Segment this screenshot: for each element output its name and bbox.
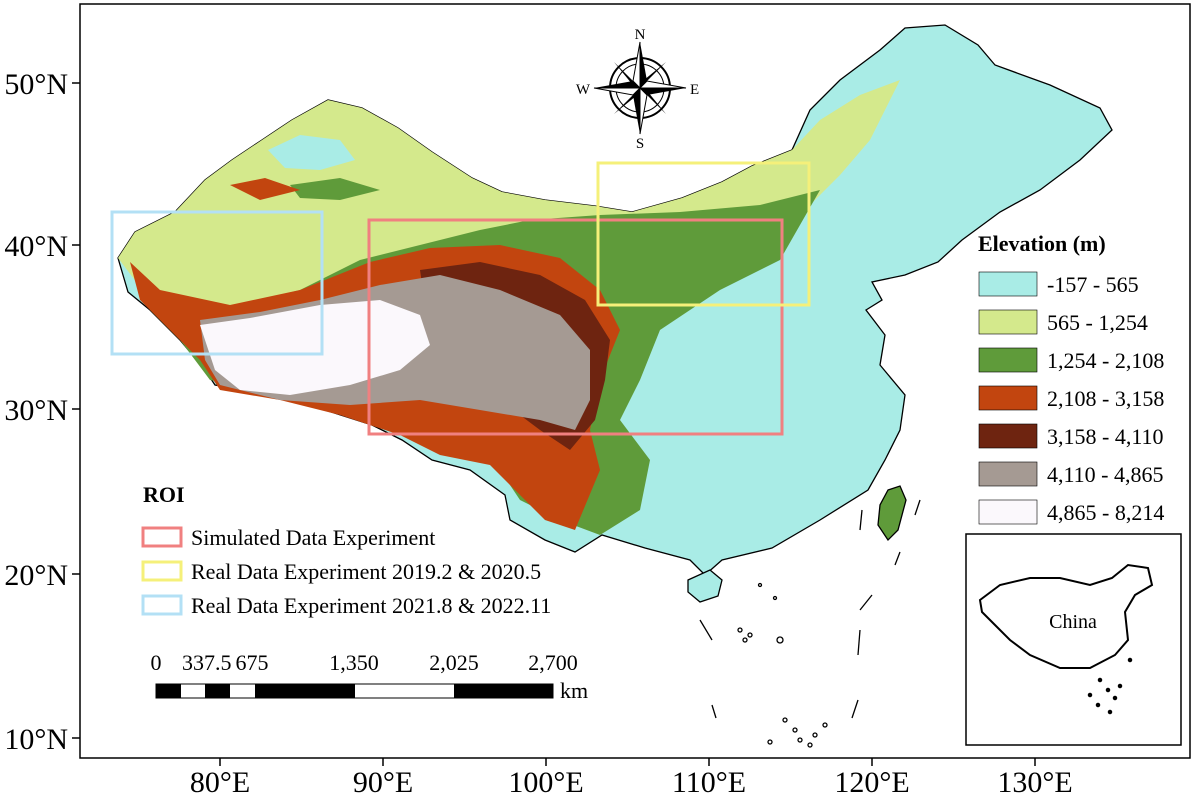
elevation-swatch [978,309,1038,335]
compass-w-label: W [576,82,591,98]
elevation-class-label: 4,865 - 8,214 [1047,500,1164,525]
scale-label: 0 [151,650,162,675]
compass-e-label: E [690,82,699,98]
elevation-class-label: -157 - 565 [1047,272,1139,297]
elevation-class-label: 3,158 - 4,110 [1047,424,1164,449]
basin-patch [268,135,355,170]
elevation-class-label: 4,110 - 4,865 [1047,462,1164,487]
lat-label-40: 40°N [4,230,68,263]
elevation-class-label: 565 - 1,254 [1047,310,1148,335]
elevation-swatch [978,423,1038,449]
compass-rose: N S E W [576,27,699,152]
scale-unit: km [560,678,588,703]
elevation-swatch [978,385,1038,411]
lon-label-80: 80°E [190,766,250,799]
inset-map: China [965,533,1182,746]
lon-label-110: 110°E [672,766,746,799]
lon-label-90: 90°E [353,766,413,799]
roi-legend-title: ROI [143,482,185,507]
compass-s-label: S [636,136,644,152]
roi-item-label: Simulated Data Experiment [191,525,435,550]
range-patch-2 [230,178,300,200]
scale-label: 2,025 [429,650,479,675]
lat-label-20: 20°N [4,559,68,592]
roi-swatch [141,594,183,616]
elevation-swatch [978,347,1038,373]
elevation-swatch [978,461,1038,487]
lon-label-100: 100°E [508,766,583,799]
scale-label: 1,350 [329,650,379,675]
roi-item-label: Real Data Experiment 2019.2 & 2020.5 [191,559,541,584]
roi-swatch [141,526,183,548]
lat-label-50: 50°N [4,68,68,101]
roi-item-label: Real Data Experiment 2021.8 & 2022.11 [191,593,551,618]
elevation-legend-title: Elevation (m) [978,231,1106,256]
scale-label: 337.5 [182,650,232,675]
scale-label: 2,700 [528,650,578,675]
elevation-swatch [978,271,1038,297]
inset-label: China [1049,611,1097,633]
roi-simulated-box [367,218,784,436]
land-peaks [200,300,430,395]
scale-bar: 0 337.5 675 1,350 2,025 2,700 km [151,650,589,703]
elevation-class-label: 2,108 - 3,158 [1047,386,1164,411]
lon-label-120: 120°E [834,766,909,799]
scale-label: 675 [236,650,269,675]
lat-label-30: 30°N [4,394,68,427]
elevation-swatch [978,499,1038,525]
elevation-class-label: 1,254 - 2,108 [1047,348,1164,373]
range-patch [290,178,380,200]
roi-real-2019-box [596,161,811,307]
south-china-sea-islands [699,499,921,748]
elevation-legend: Elevation (m) -157 - 565 565 - 1,254 1,254… [978,231,1164,525]
inset-china-outline [978,563,1154,669]
roi-legend: ROI Simulated Data Experiment Real Data E… [141,482,551,618]
lat-label-10: 10°N [4,723,68,756]
lon-label-130: 130°E [997,766,1072,799]
axis-ticks [72,82,1036,766]
roi-swatch [141,560,183,582]
compass-n-label: N [635,27,646,43]
roi-real-2021-box [110,210,324,356]
hainan-island [687,569,723,603]
taiwan-island [877,485,907,542]
china-landmass [117,24,1113,576]
